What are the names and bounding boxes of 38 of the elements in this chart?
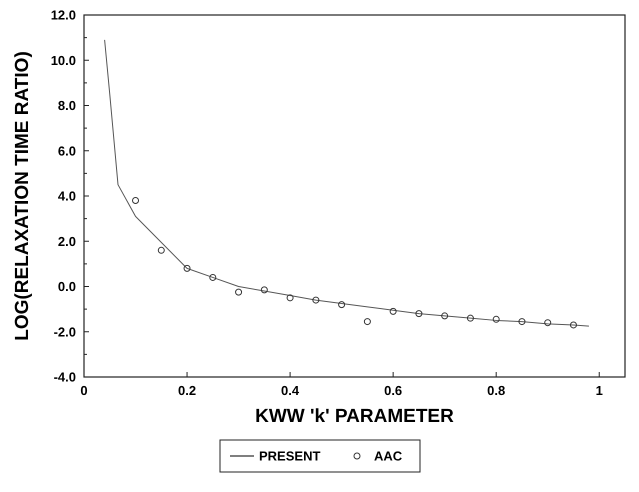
y-tick-label: 6.0 xyxy=(58,143,76,158)
y-axis-title: LOG(RELAXATION TIME RATIO) xyxy=(12,51,33,341)
y-tick-label: -4.0 xyxy=(54,370,76,385)
x-tick-label: 0.8 xyxy=(487,383,506,398)
point xyxy=(184,264,191,272)
point xyxy=(441,312,448,320)
point xyxy=(492,316,500,323)
y-tick-label: 4.0 xyxy=(58,188,76,204)
x-tick-label: 0.4 xyxy=(281,383,300,398)
line-series xyxy=(104,39,590,327)
y-tick-label: 0.0 xyxy=(58,279,76,294)
y-tick-label: -2.0 xyxy=(54,324,76,340)
point xyxy=(544,319,552,326)
point xyxy=(518,318,526,326)
point xyxy=(312,296,320,304)
x-axis-title: KWW 'k' PARAMETER xyxy=(255,406,454,427)
point xyxy=(570,321,577,328)
point xyxy=(158,246,165,254)
x-tick-label: 1 xyxy=(596,383,603,398)
y-tick-label: 2.0 xyxy=(58,234,76,249)
point xyxy=(235,288,242,296)
point xyxy=(338,301,346,308)
point xyxy=(390,308,397,315)
point xyxy=(209,274,216,281)
x-tick-label: 0 xyxy=(80,383,88,398)
point xyxy=(260,286,268,294)
y-tick-label: 12.0 xyxy=(50,8,76,23)
point xyxy=(132,197,140,204)
legend-label: PRESENT xyxy=(259,448,320,464)
legend-label: AAC xyxy=(374,448,403,464)
point xyxy=(364,318,371,326)
point xyxy=(286,294,294,302)
point xyxy=(415,310,422,318)
x-tick-label: 0.6 xyxy=(384,383,402,398)
point xyxy=(466,314,474,322)
x-tick-label: 0.2 xyxy=(178,383,196,398)
y-tick-label: 8.0 xyxy=(58,98,76,114)
y-tick-label: 10.0 xyxy=(50,52,76,68)
